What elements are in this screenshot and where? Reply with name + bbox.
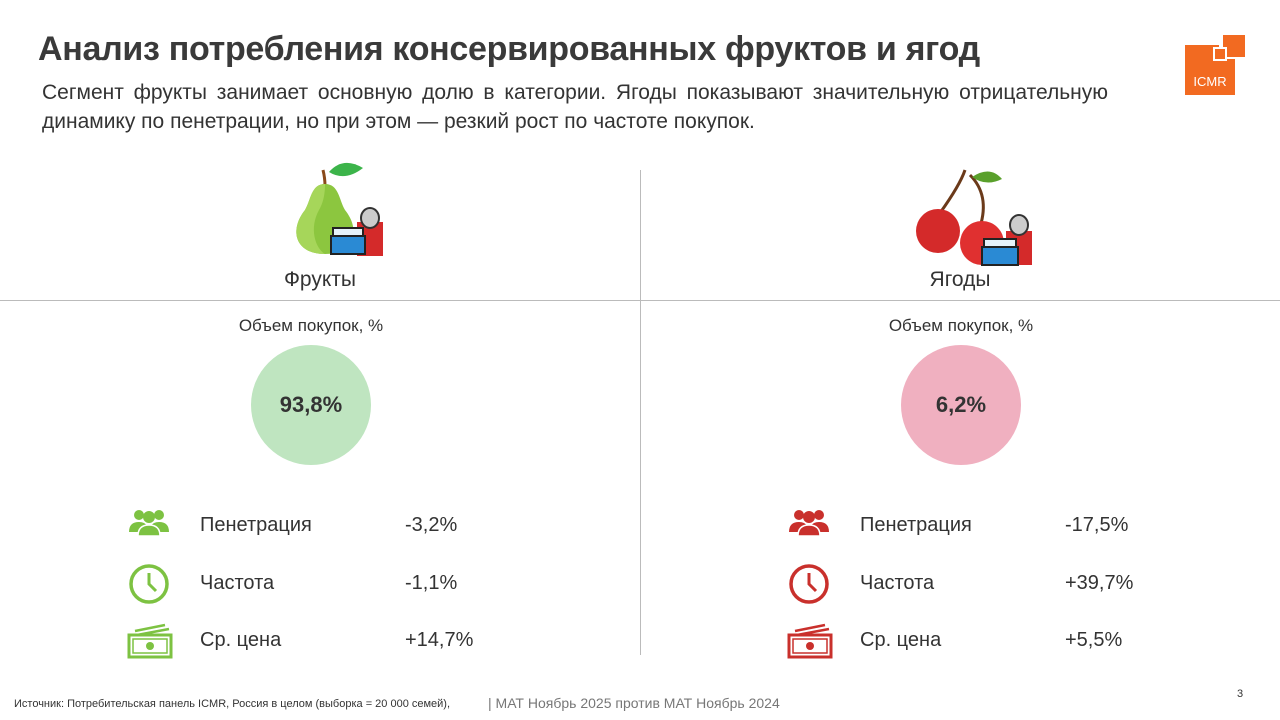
metric-label: Частота (860, 572, 935, 594)
metric-icon (789, 564, 829, 604)
subtitle: Сегмент фрукты занимает основную долю в … (42, 81, 1108, 133)
metric-label: Пенетрация (200, 514, 312, 536)
metric-icon (789, 510, 829, 537)
title: Анализ потребления консервированных фрук… (38, 30, 980, 68)
metric-icon (787, 623, 833, 659)
source: Источник: Потребительская панель ICMR, Р… (14, 698, 451, 710)
metric-value: -17,5% (1065, 514, 1129, 536)
volume-value: 93,8% (251, 345, 371, 465)
page-number: 3 (1237, 688, 1244, 700)
metric-value: -3,2% (405, 514, 458, 536)
metric-value: -1,1% (405, 572, 458, 594)
segment-name: Фрукты (283, 268, 357, 291)
metric-icon (129, 564, 169, 604)
metric-label: Пенетрация (860, 514, 972, 536)
volume-label: Объем покупок, % (238, 316, 384, 335)
segment-name: Ягоды (929, 268, 991, 291)
berry-icon (916, 169, 1032, 266)
volume-value: 6,2% (901, 345, 1021, 465)
metric-label: Ср. цена (860, 629, 942, 651)
metric-value: +39,7% (1065, 572, 1134, 594)
period: | МАТ Ноябрь 2025 против МАТ Ноябрь 2024 (488, 695, 780, 711)
metric-icon (127, 623, 173, 659)
metric-icon (129, 510, 169, 537)
metric-label: Частота (200, 572, 275, 594)
volume-label: Объем покупок, % (888, 316, 1034, 335)
logo: ICMR (1185, 35, 1245, 95)
metric-value: +5,5% (1065, 629, 1123, 651)
metric-value: +14,7% (405, 629, 474, 651)
fruit-icon (296, 162, 383, 256)
divider-v (640, 170, 641, 655)
logo-text: ICMR (1193, 74, 1226, 89)
metric-label: Ср. цена (200, 629, 282, 651)
